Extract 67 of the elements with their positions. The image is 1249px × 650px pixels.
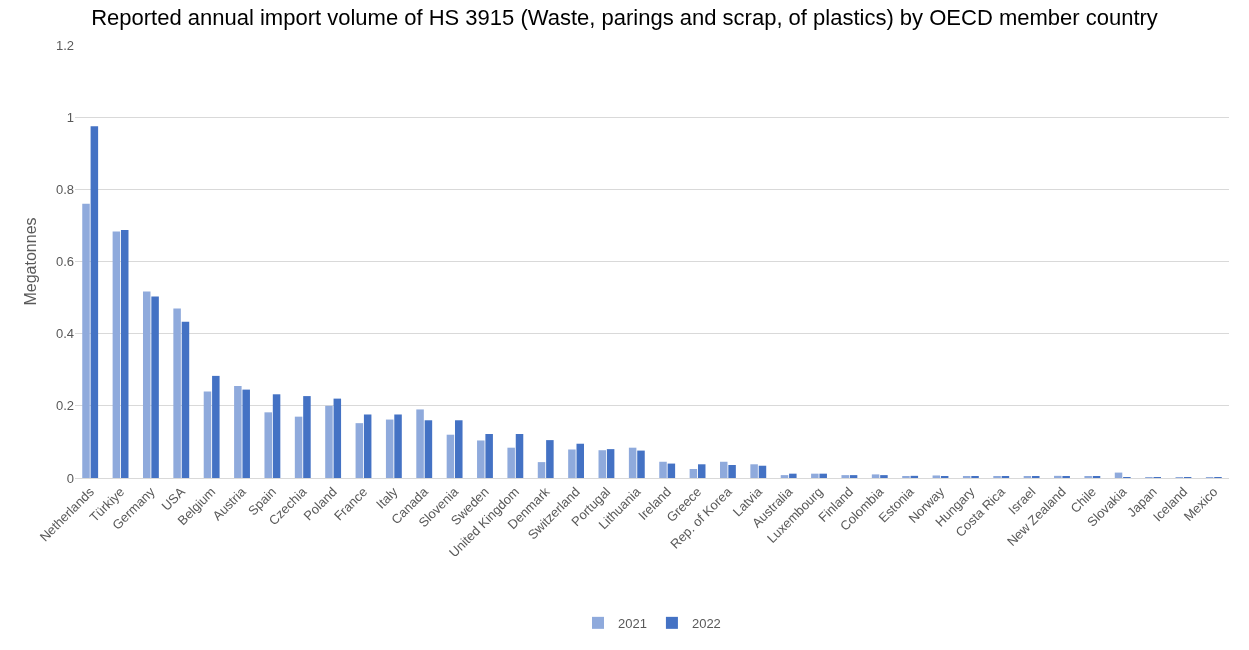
bar <box>780 475 789 478</box>
bar <box>689 468 698 478</box>
chart-title: Reported annual import volume of HS 3915 (Waste, parings and scrap, of plastics) by OECD member country <box>91 5 1158 31</box>
bar <box>424 420 433 478</box>
bar <box>355 423 364 478</box>
y-axis-title: Megatonnes <box>21 217 39 306</box>
bar <box>871 474 880 478</box>
bar <box>82 203 90 478</box>
bar <box>697 464 706 478</box>
bar <box>576 443 585 478</box>
y-tick-label: 1 <box>66 109 74 125</box>
bar <box>181 321 190 478</box>
bar <box>394 414 402 478</box>
bar <box>598 450 607 478</box>
legend-label: 2021 <box>618 615 647 631</box>
bar <box>758 465 767 478</box>
bar <box>880 475 888 478</box>
bar <box>112 231 121 478</box>
bar <box>325 405 333 478</box>
y-tick-label: 0.8 <box>55 181 74 197</box>
bar <box>849 475 858 478</box>
bar <box>932 475 941 478</box>
bar <box>120 230 129 478</box>
bar <box>242 389 250 478</box>
bar <box>90 126 99 478</box>
bar <box>546 440 554 478</box>
y-tick-label: 0 <box>66 470 74 486</box>
bar <box>272 394 281 478</box>
bar <box>173 308 181 478</box>
bar <box>212 375 220 478</box>
bar <box>203 391 212 478</box>
bar <box>142 291 151 478</box>
bar <box>363 414 372 478</box>
bar <box>719 461 728 478</box>
y-tick-label: 0.4 <box>55 326 74 342</box>
bar <box>333 398 342 478</box>
bar <box>385 419 394 478</box>
bar <box>728 465 736 478</box>
bar <box>507 447 515 478</box>
bar <box>477 440 485 478</box>
bar <box>151 296 159 478</box>
y-tick-label: 1.2 <box>55 37 74 53</box>
bar <box>568 449 576 478</box>
bar <box>659 461 667 478</box>
bar <box>455 420 463 478</box>
y-tick-label: 0.6 <box>55 254 74 270</box>
bar <box>264 412 272 478</box>
bar <box>537 462 546 478</box>
bar <box>841 475 849 478</box>
bar <box>637 450 645 478</box>
bar <box>667 463 676 478</box>
bar <box>485 433 493 478</box>
bar <box>750 464 758 478</box>
bar <box>234 385 242 478</box>
bar <box>1054 475 1062 478</box>
bar <box>446 434 455 478</box>
bar <box>789 473 797 478</box>
legend-label: 2022 <box>691 615 721 631</box>
bar <box>628 447 637 478</box>
bar <box>515 433 524 478</box>
bar <box>819 473 827 478</box>
bar <box>303 396 311 478</box>
bar <box>606 449 615 478</box>
y-tick-label: 0.2 <box>55 398 74 414</box>
bar <box>294 416 303 478</box>
bar <box>811 473 819 478</box>
bar <box>416 409 424 478</box>
